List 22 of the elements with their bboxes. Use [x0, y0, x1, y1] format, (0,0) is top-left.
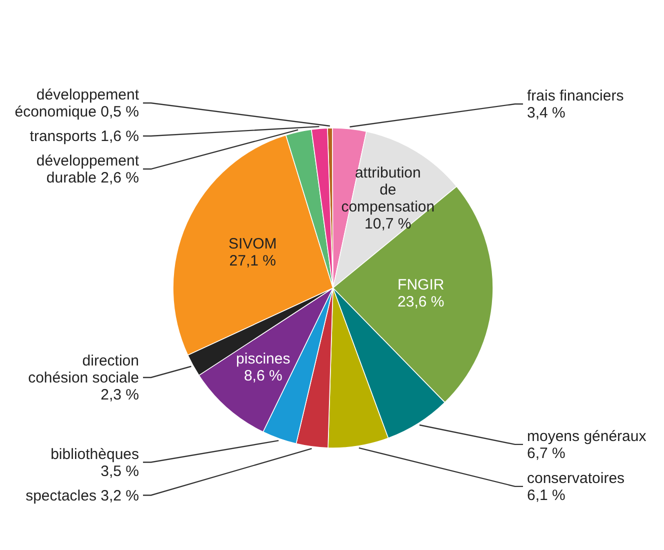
- slice-label: transports 1,6 %: [30, 128, 139, 145]
- slice-label: piscines: [236, 350, 290, 368]
- data-label: 3,5 %: [100, 462, 139, 480]
- slice-label: développement durable 2,6 %: [36, 152, 140, 186]
- slice-label: spectacles 3,2 %: [26, 486, 139, 504]
- slice-label: frais financiers: [527, 86, 624, 104]
- slice-label: FNGIR: [398, 276, 444, 293]
- slice-label: SIVOM: [228, 235, 277, 252]
- data-label: 6,7 %: [527, 444, 566, 462]
- slice-label: direction cohésion sociale: [28, 352, 139, 386]
- data-label: 8,6 %: [244, 367, 282, 384]
- slice-label: moyens généraux: [527, 427, 647, 444]
- slice-label: bibliothèques: [50, 445, 139, 462]
- slice-label: conservatoires: [527, 469, 625, 486]
- data-label: 27,1 %: [229, 252, 276, 270]
- data-label: 3,4 %: [527, 104, 566, 121]
- data-label: 2,3 %: [100, 386, 139, 404]
- data-label: 6,1 %: [527, 486, 566, 504]
- slice-label: attribution de compensation: [341, 164, 435, 215]
- data-label: 10,7 %: [364, 214, 412, 232]
- slice-label: développement économique 0,5 %: [14, 86, 140, 120]
- data-label: 23,6 %: [398, 292, 444, 310]
